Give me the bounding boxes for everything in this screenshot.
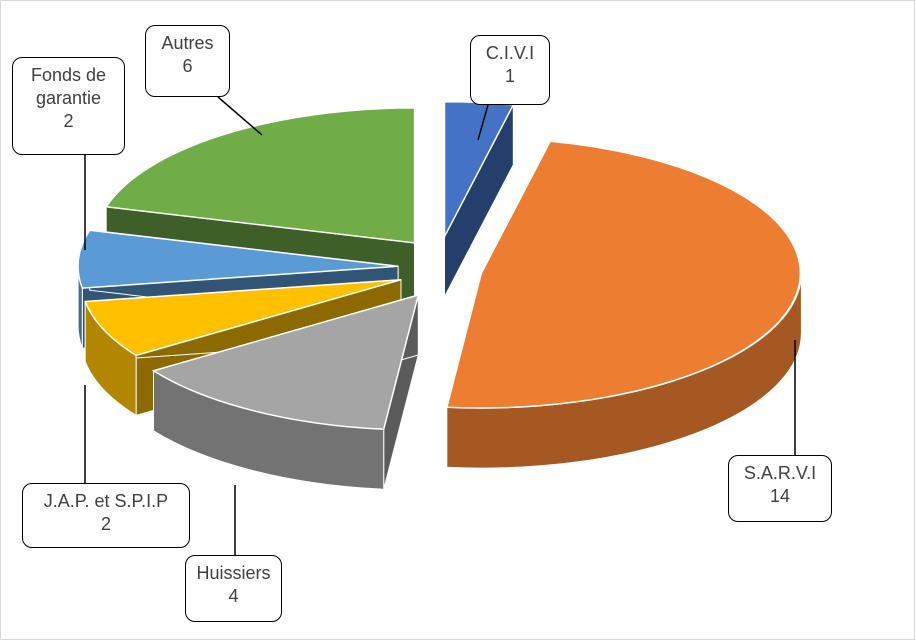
label-category: Huissiers bbox=[196, 563, 271, 583]
leader-line bbox=[217, 96, 263, 136]
label-category: Fonds de garantie bbox=[30, 65, 107, 108]
label-category: C.I.V.I bbox=[485, 43, 535, 63]
label-value: 14 bbox=[769, 486, 791, 506]
data-label: Fonds de garantie 2 bbox=[12, 57, 125, 155]
slice-top bbox=[445, 140, 802, 409]
label-category: S.A.R.V.I bbox=[743, 463, 817, 483]
data-label: S.A.R.V.I 14 bbox=[728, 455, 832, 522]
label-value: 1 bbox=[504, 66, 515, 86]
slice bbox=[151, 293, 420, 490]
leader-line bbox=[477, 104, 489, 141]
slice-top bbox=[77, 229, 399, 289]
label-value: 2 bbox=[63, 111, 74, 131]
label-value: 6 bbox=[182, 56, 193, 76]
slice-top bbox=[84, 278, 402, 357]
data-label: C.I.V.I 1 bbox=[470, 35, 550, 105]
label-value: 4 bbox=[228, 586, 239, 606]
data-label: Autres 6 bbox=[145, 25, 230, 97]
slice bbox=[443, 100, 515, 297]
label-category: J.A.P. et S.P.I.P bbox=[43, 491, 169, 511]
data-label: J.A.P. et S.P.I.P 2 bbox=[22, 483, 190, 548]
slice-top bbox=[104, 107, 416, 244]
data-label: Huissiers 4 bbox=[185, 555, 282, 622]
label-value: 2 bbox=[100, 514, 111, 534]
slice bbox=[445, 140, 802, 469]
slice-top bbox=[151, 293, 420, 430]
label-category: Autres bbox=[161, 33, 214, 53]
